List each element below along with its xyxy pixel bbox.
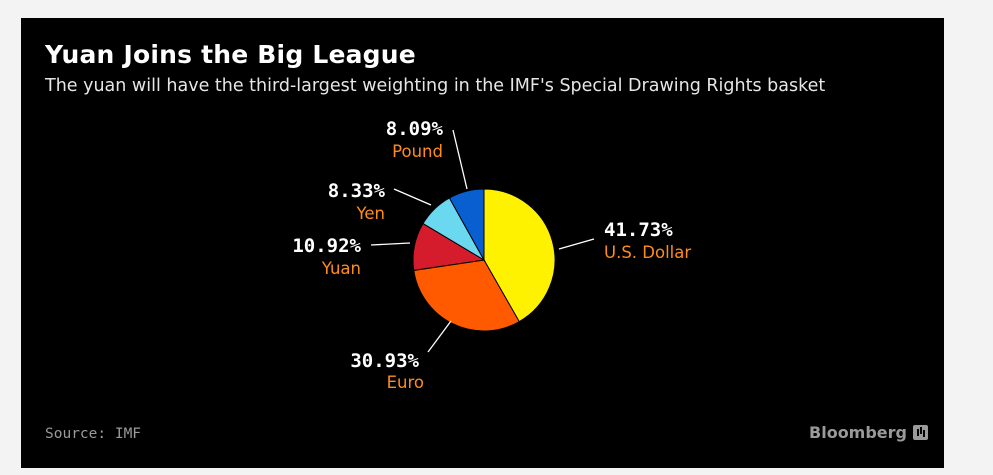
brand-name: Bloomberg	[809, 423, 907, 442]
percent-label-euro: 30.93%	[350, 350, 419, 372]
pie-slice-u-s-dollar	[483, 188, 556, 323]
category-label-euro: Euro	[387, 373, 424, 392]
pie-slice-pound	[448, 188, 485, 262]
pie-slice-euro	[413, 259, 520, 332]
percent-label-pound: 8.09%	[386, 118, 444, 140]
category-label-yen: Yen	[356, 204, 386, 223]
category-label-u-s-dollar: U.S. Dollar	[604, 243, 691, 262]
leader-line-pound	[452, 129, 468, 190]
percent-label-u-s-dollar: 41.73%	[604, 219, 673, 241]
bloomberg-icon	[913, 425, 928, 440]
leader-line-u-s-dollar	[558, 238, 595, 250]
pie-chart: 41.73% U.S. Dollar 30.93%Euro 10.92% Yuan 8.3…	[292, 118, 691, 392]
chart-subtitle: The yuan will have the third-largest wei…	[45, 76, 826, 96]
leader-line-euro	[427, 320, 452, 353]
category-label-pound: Pound	[392, 142, 443, 161]
leader-line-yen	[393, 188, 432, 206]
brand-logo: Bloomberg	[809, 423, 928, 442]
chart-card: Yuan Joins the Big League The yuan will …	[21, 18, 944, 468]
percent-label-yen: 8.33%	[328, 180, 386, 202]
source-note: Source: IMF	[45, 426, 142, 442]
category-label-yuan: Yuan	[321, 259, 361, 278]
chart-title: Yuan Joins the Big League	[45, 40, 416, 69]
leader-line-yuan	[370, 242, 411, 246]
percent-label-yuan: 10.92%	[292, 235, 361, 257]
